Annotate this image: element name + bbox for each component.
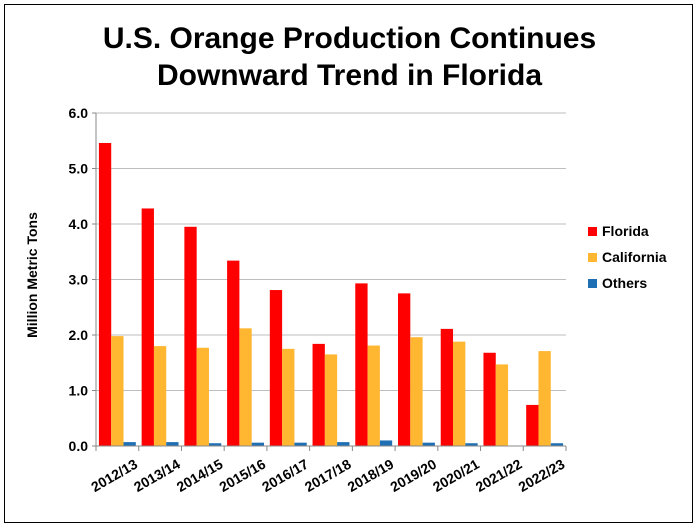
gridlines (96, 112, 566, 391)
bar-california (495, 364, 509, 446)
bar-florida (184, 226, 197, 446)
bar-florida (312, 343, 325, 446)
x-tick-label: 2020/21 (430, 456, 482, 495)
bar-others (465, 443, 478, 446)
x-tick-label: 2021/22 (473, 456, 525, 495)
x-tick-label: 2019/20 (387, 456, 439, 495)
bar-california (153, 346, 167, 446)
y-tick-label: 2.0 (69, 327, 89, 343)
bar-florida (355, 283, 368, 446)
legend-swatch (588, 278, 597, 288)
y-tick-label: 4.0 (69, 216, 89, 232)
chart-title-line-1: U.S. Orange Production Continues (102, 22, 597, 55)
bar-florida (440, 328, 454, 446)
y-tick-labels: 0.0 1.0 2.0 3.0 4.0 5.0 6.0 (69, 105, 89, 454)
bar-florida (269, 290, 283, 446)
axes (92, 112, 567, 451)
x-tick-label: 2016/17 (259, 456, 311, 495)
bar-others (550, 443, 564, 446)
legend-swatch (588, 252, 597, 262)
bar-others (208, 443, 222, 446)
legend-swatch (588, 226, 597, 236)
legend-item-others: Others (588, 270, 667, 296)
bar-others (337, 442, 350, 446)
y-axis-label: Million Metric Tons (24, 212, 40, 338)
bar-florida (398, 293, 411, 446)
x-tick-label: 2015/16 (216, 456, 268, 495)
x-tick-label: 2017/18 (302, 456, 354, 495)
x-tick-label: 2022/23 (516, 456, 568, 495)
bar-california (111, 336, 124, 446)
legend-item-california: California (588, 244, 667, 270)
legend: Florida California Others (588, 218, 667, 296)
legend-label: California (602, 249, 667, 265)
y-tick-label: 3.0 (69, 272, 89, 288)
y-tick-label: 5.0 (69, 161, 89, 177)
bar-california (410, 337, 423, 446)
legend-label: Florida (602, 223, 649, 239)
bar-california (367, 345, 380, 446)
chart-title-line-2: Downward Trend in Florida (156, 59, 543, 92)
bar-california (282, 348, 295, 446)
bar-others (294, 442, 307, 446)
bar-california (196, 347, 209, 446)
y-tick-label: 1.0 (69, 383, 89, 399)
bar-california (453, 341, 466, 446)
x-tick-labels: 2012/132013/142014/152015/162016/172017/… (88, 456, 567, 495)
bar-florida (483, 352, 496, 446)
bar-others (422, 442, 435, 446)
bar-california (324, 354, 338, 446)
legend-item-florida: Florida (588, 218, 667, 244)
bar-florida (98, 142, 112, 446)
bar-florida (141, 208, 154, 446)
chart-title: U.S. Orange Production Continues Downwar… (0, 20, 699, 94)
bar-others (251, 442, 264, 446)
legend-label: Others (602, 275, 648, 291)
bar-florida (526, 404, 539, 446)
bar-florida (227, 260, 240, 446)
x-tick-label: 2018/19 (345, 456, 397, 495)
y-tick-label: 6.0 (69, 105, 89, 121)
bar-california (538, 351, 551, 446)
x-tick-label: 2012/13 (88, 456, 140, 495)
bar-others (379, 440, 393, 446)
x-tick-label: 2014/15 (174, 456, 226, 495)
bar-others (123, 442, 136, 446)
bar-california (239, 328, 252, 446)
x-tick-label: 2013/14 (131, 456, 183, 495)
bars (98, 142, 564, 446)
y-tick-label: 0.0 (69, 438, 89, 454)
bar-others (166, 442, 179, 446)
